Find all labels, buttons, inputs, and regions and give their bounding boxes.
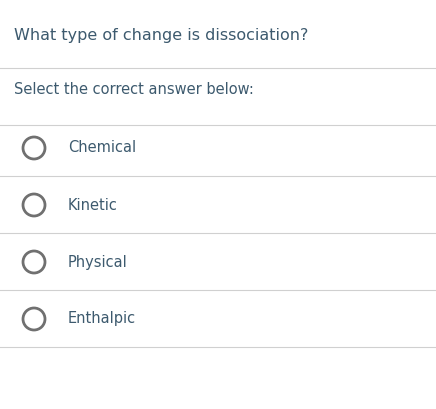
Text: Physical: Physical bbox=[68, 254, 128, 270]
Text: Select the correct answer below:: Select the correct answer below: bbox=[14, 82, 254, 97]
Text: Kinetic: Kinetic bbox=[68, 198, 118, 213]
Text: What type of change is dissociation?: What type of change is dissociation? bbox=[14, 28, 308, 43]
Text: Chemical: Chemical bbox=[68, 141, 136, 155]
Text: Enthalpic: Enthalpic bbox=[68, 312, 136, 326]
